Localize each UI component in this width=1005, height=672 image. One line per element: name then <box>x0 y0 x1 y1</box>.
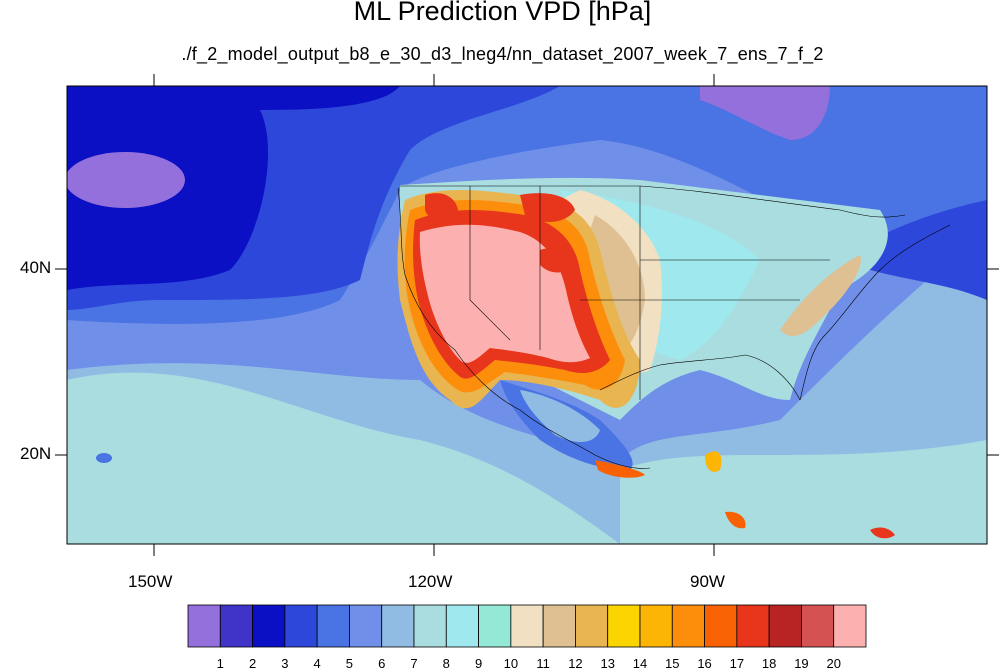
colorbar-swatch <box>252 604 286 648</box>
colorbar-tick-label: 5 <box>345 656 354 671</box>
colorbar-tick-label: 1 <box>216 656 224 671</box>
lat-label-20n: 20N <box>20 444 52 463</box>
map-subtitle: ./f_2_model_output_b8_e_30_d3_lneg4/nn_d… <box>181 44 824 64</box>
colorbar-swatch <box>478 604 512 648</box>
colorbar-swatch <box>575 604 609 648</box>
colorbar-tick-label: 16 <box>697 656 712 671</box>
colorbar-swatch <box>736 604 770 648</box>
colorbar-swatch <box>445 604 479 648</box>
colorbar-tick-label: 10 <box>503 656 519 671</box>
axis-ticks <box>55 74 999 556</box>
colorbar-swatch <box>768 604 802 648</box>
colorbar-swatch <box>219 604 253 648</box>
colorbar-tick-label: 4 <box>313 656 321 671</box>
colorbar <box>187 604 867 648</box>
colorbar-tick-label: 9 <box>474 656 483 671</box>
map-title: ML Prediction VPD [hPa] <box>353 0 652 26</box>
coastlines <box>397 185 951 469</box>
map-frame <box>66 85 988 545</box>
colorbar-tick-label: 3 <box>281 656 289 671</box>
colorbar-tick-label: 12 <box>568 656 583 671</box>
colorbar-swatch <box>671 604 705 648</box>
vpd-field <box>67 86 987 544</box>
colorbar-swatch <box>349 604 383 648</box>
colorbar-tick-label: 15 <box>665 656 680 671</box>
colorbar-tick-label: 11 <box>536 656 550 671</box>
colorbar-tick-label: 13 <box>600 656 615 671</box>
colorbar-tick-label: 18 <box>761 656 777 671</box>
lon-label-150w: 150W <box>128 572 173 591</box>
colorbar-tick-label: 8 <box>442 656 450 671</box>
colorbar-tick-label: 20 <box>826 656 841 671</box>
colorbar-tick-label: 14 <box>632 656 648 671</box>
colorbar-swatch <box>639 604 673 648</box>
colorbar-swatch <box>833 604 867 648</box>
colorbar-tick-label: 17 <box>729 656 745 671</box>
colorbar-swatch <box>187 604 221 648</box>
colorbar-tick-label: 19 <box>794 656 809 671</box>
colorbar-swatch <box>542 604 576 648</box>
lon-label-120w: 120W <box>408 572 453 591</box>
colorbar-swatch <box>413 604 447 648</box>
colorbar-swatch <box>316 604 350 648</box>
colorbar-swatch <box>284 604 318 648</box>
colorbar-tick-label: 2 <box>248 656 257 671</box>
colorbar-swatch <box>704 604 738 648</box>
colorbar-swatch <box>801 604 835 648</box>
colorbar-swatch <box>607 604 641 648</box>
lat-label-40n: 40N <box>20 258 52 277</box>
lon-label-90w: 90W <box>690 572 725 591</box>
colorbar-tick-label: 6 <box>378 656 386 671</box>
colorbar-swatch <box>510 604 544 648</box>
colorbar-swatch <box>381 604 415 648</box>
colorbar-tick-label: 7 <box>410 656 418 671</box>
